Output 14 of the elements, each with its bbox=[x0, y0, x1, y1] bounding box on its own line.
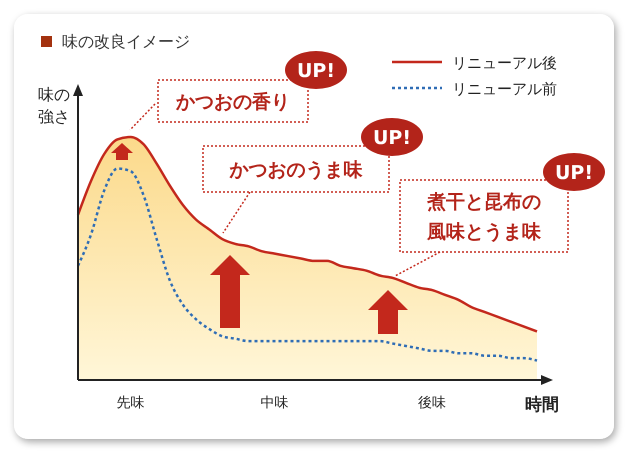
x-axis-title: 時間 bbox=[525, 395, 559, 415]
x-tick-label: 先味 bbox=[116, 395, 144, 411]
text: かつおの香り bbox=[175, 91, 290, 113]
annotation: かつおのうま味 bbox=[228, 159, 364, 181]
y-axis-title: 味の強さ bbox=[38, 85, 70, 126]
legend-label: リニューアル後 bbox=[452, 54, 557, 72]
x-tick-label: 中味 bbox=[260, 395, 289, 411]
x-tick-label: 後味 bbox=[418, 395, 446, 411]
text: UP! bbox=[554, 162, 594, 184]
text: UP! bbox=[296, 60, 336, 82]
annotation: 煮干と昆布の風味とうま味 bbox=[426, 191, 542, 243]
legend-label: リニューアル前 bbox=[452, 80, 557, 98]
chart-title: 味の改良イメージ bbox=[62, 32, 190, 51]
annotation: UP! bbox=[372, 127, 412, 149]
